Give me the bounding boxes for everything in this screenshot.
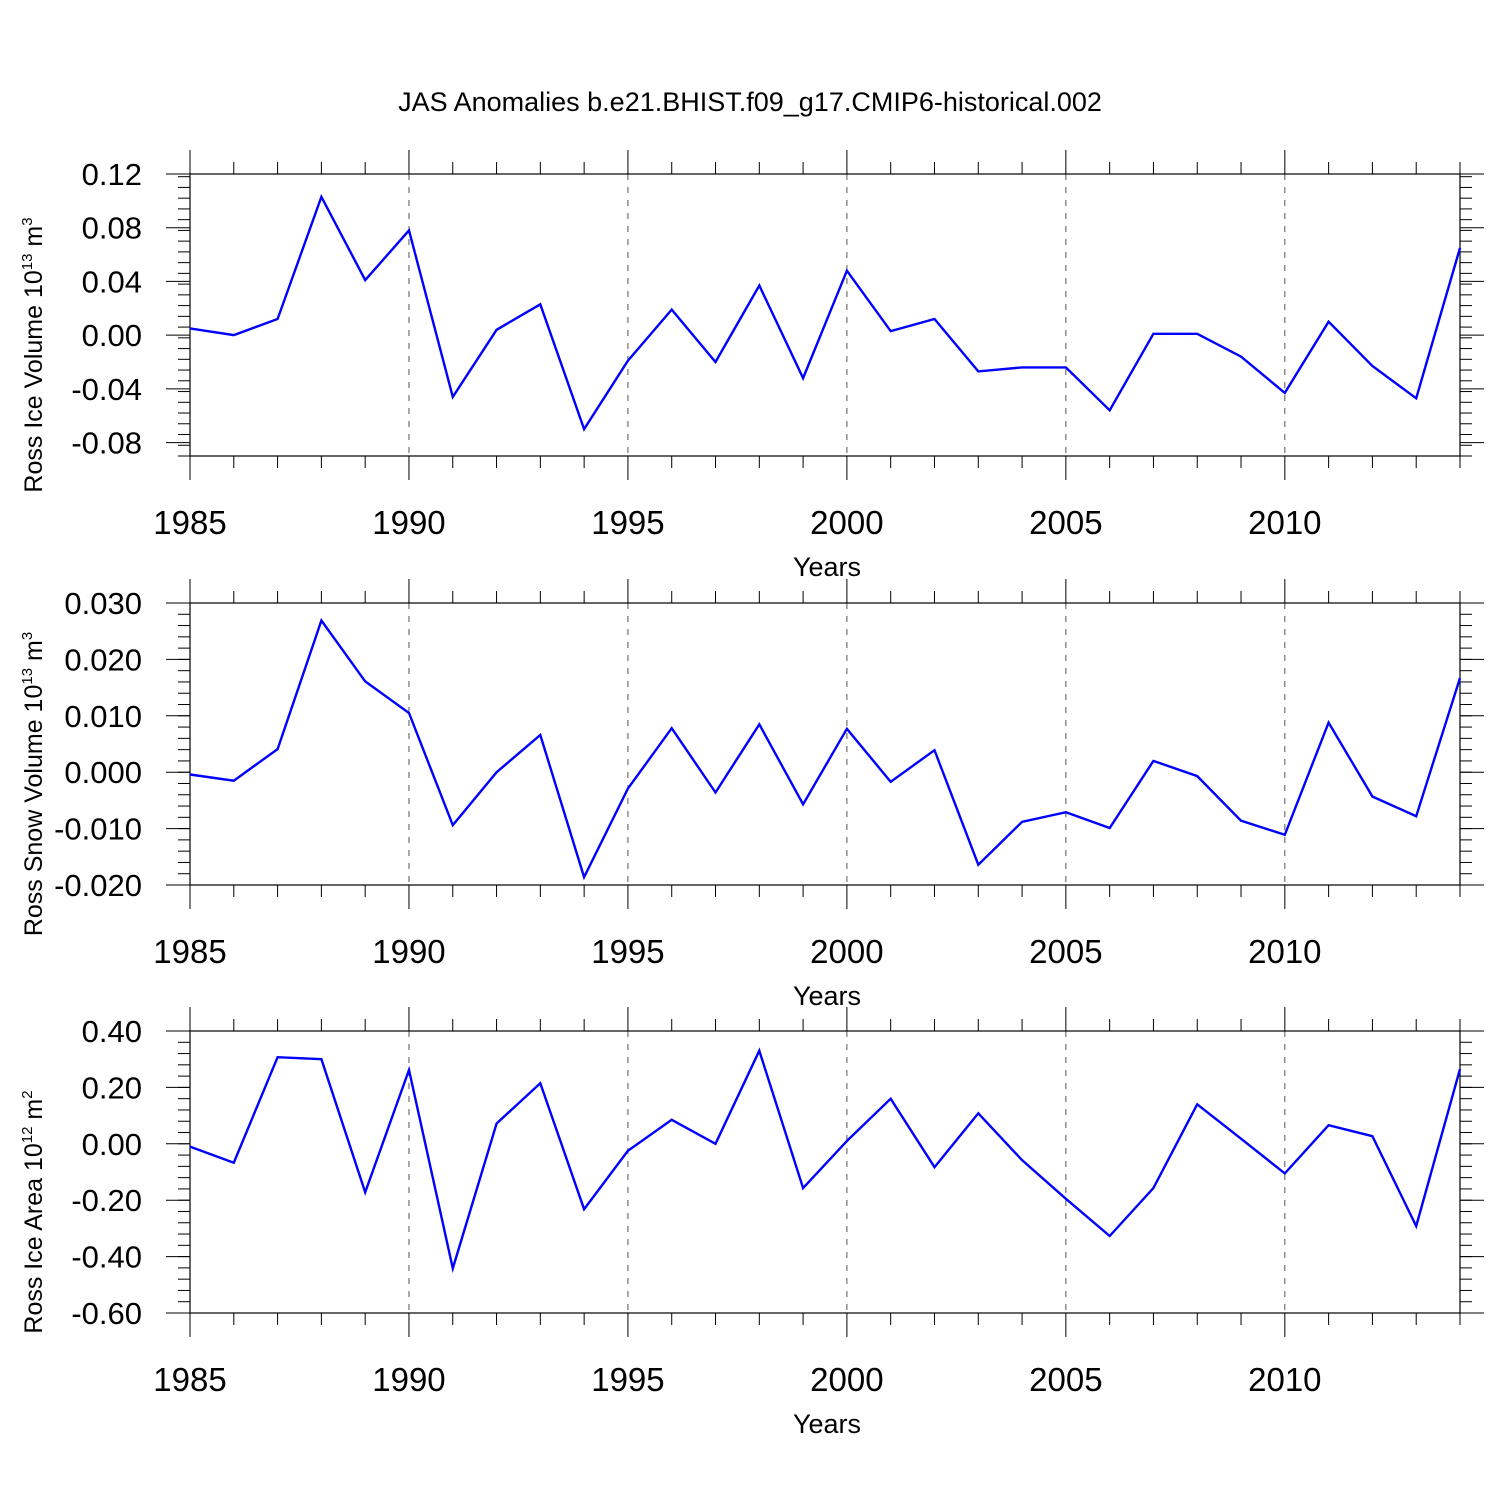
- x-tick-label: 1985: [153, 933, 226, 970]
- y-tick-label: -0.40: [71, 1240, 142, 1275]
- y-tick-label: 0.000: [64, 755, 142, 790]
- y-axis-label: Ross Ice Area 1012 m2: [19, 1090, 48, 1333]
- y-tick-label: 0.010: [64, 699, 142, 734]
- y-tick-label: -0.20: [71, 1183, 142, 1218]
- chart-title: JAS Anomalies b.e21.BHIST.f09_g17.CMIP6-…: [398, 87, 1102, 117]
- y-tick-label: 0.00: [82, 318, 142, 353]
- x-tick-label: 1985: [153, 1361, 226, 1398]
- chart-panels: 1985 1990 1995 2000 2005 2010 -0.08 -0.04 0.00 0.…: [19, 150, 1484, 1439]
- x-tick-label: 2000: [810, 933, 883, 970]
- x-axis-label: Years: [793, 552, 861, 582]
- y-tick-label: -0.04: [71, 372, 142, 407]
- y-tick-label: 0.40: [82, 1014, 142, 1049]
- x-tick-label: 2005: [1029, 1361, 1102, 1398]
- x-tick-label: 1990: [372, 933, 445, 970]
- x-tick-label: 1985: [153, 504, 226, 541]
- x-tick-label: 2010: [1248, 1361, 1321, 1398]
- y-axis-label: Ross Ice Volume 1013 m3: [19, 217, 48, 492]
- y-tick-label: -0.60: [71, 1296, 142, 1331]
- series-line: [189, 1047, 1462, 1274]
- panel-1: 1985 1990 1995 2000 2005 2010 -0.08 -0.04 0.00 0.…: [19, 150, 1484, 582]
- x-tick-label: 2010: [1248, 933, 1321, 970]
- x-tick-label: 1995: [591, 1361, 664, 1398]
- series-line: [189, 617, 1462, 881]
- plot-frame: [189, 1030, 1461, 1314]
- panel-2: 1985 1990 1995 2000 2005 2010 -0.020 -0.010 0.00…: [19, 579, 1484, 1011]
- y-tick-label: -0.020: [54, 868, 142, 903]
- y-axis-label: Ross Snow Volume 1013 m3: [19, 632, 48, 936]
- x-tick-label: 2000: [810, 504, 883, 541]
- y-tick-label: 0.00: [82, 1127, 142, 1162]
- y-tick-label: 0.20: [82, 1070, 142, 1105]
- x-tick-label: 2005: [1029, 933, 1102, 970]
- plot-frame: [189, 602, 1461, 886]
- y-tick-label: 0.08: [82, 211, 142, 246]
- x-tick-label: 2000: [810, 1361, 883, 1398]
- y-tick-label: 0.020: [64, 642, 142, 677]
- x-tick-label: 2010: [1248, 504, 1321, 541]
- x-tick-label: 1990: [372, 504, 445, 541]
- plot-frame: [189, 173, 1461, 457]
- panel-3: 1985 1990 1995 2000 2005 2010 -0.60 -0.40 -0.20 0…: [19, 1007, 1484, 1439]
- y-tick-label: 0.12: [82, 157, 142, 192]
- y-tick-label: -0.010: [54, 812, 142, 847]
- x-tick-label: 1995: [591, 933, 664, 970]
- x-tick-label: 2005: [1029, 504, 1102, 541]
- x-tick-label: 1990: [372, 1361, 445, 1398]
- x-axis-label: Years: [793, 981, 861, 1011]
- y-tick-label: -0.08: [71, 426, 142, 461]
- y-tick-label: 0.030: [64, 586, 142, 621]
- series-line: [189, 193, 1462, 432]
- y-tick-label: 0.04: [82, 264, 142, 299]
- x-axis-label: Years: [793, 1409, 861, 1439]
- x-tick-label: 1995: [591, 504, 664, 541]
